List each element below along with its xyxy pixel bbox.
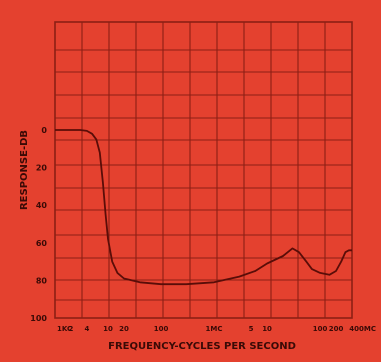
x-tick-label: 1MC — [206, 325, 223, 333]
x-tick-label: 20 — [119, 325, 129, 333]
y-tick-label: 100 — [30, 314, 47, 323]
y-axis-ticks: 0 20 40 60 80 100 — [30, 126, 47, 323]
x-tick-label: 100 — [313, 325, 328, 333]
y-tick-label: 0 — [41, 126, 47, 135]
response-curve — [55, 129, 352, 286]
x-tick-label: 4 — [84, 325, 89, 333]
x-tick-label: 5 — [249, 325, 254, 333]
x-tick-label: 10 — [262, 325, 272, 333]
x-tick-label: 400MC — [349, 325, 376, 333]
y-tick-label: 20 — [36, 164, 48, 173]
x-axis-label: FREQUENCY-CYCLES PER SECOND — [108, 341, 296, 352]
plot-frame — [54, 21, 353, 319]
y-tick-label: 60 — [36, 239, 48, 248]
x-tick-label: 200 — [329, 325, 344, 333]
y-axis-label: RESPONSE-DB — [19, 130, 30, 210]
x-tick-label: 1KC — [57, 325, 72, 333]
grid — [54, 21, 353, 319]
y-tick-label: 80 — [36, 276, 48, 285]
series-group — [55, 129, 352, 286]
x-tick-label: 100 — [154, 325, 169, 333]
y-tick-label: 40 — [36, 201, 48, 210]
x-tick-label: 10 — [103, 325, 113, 333]
x-tick-label: 2 — [69, 325, 74, 333]
